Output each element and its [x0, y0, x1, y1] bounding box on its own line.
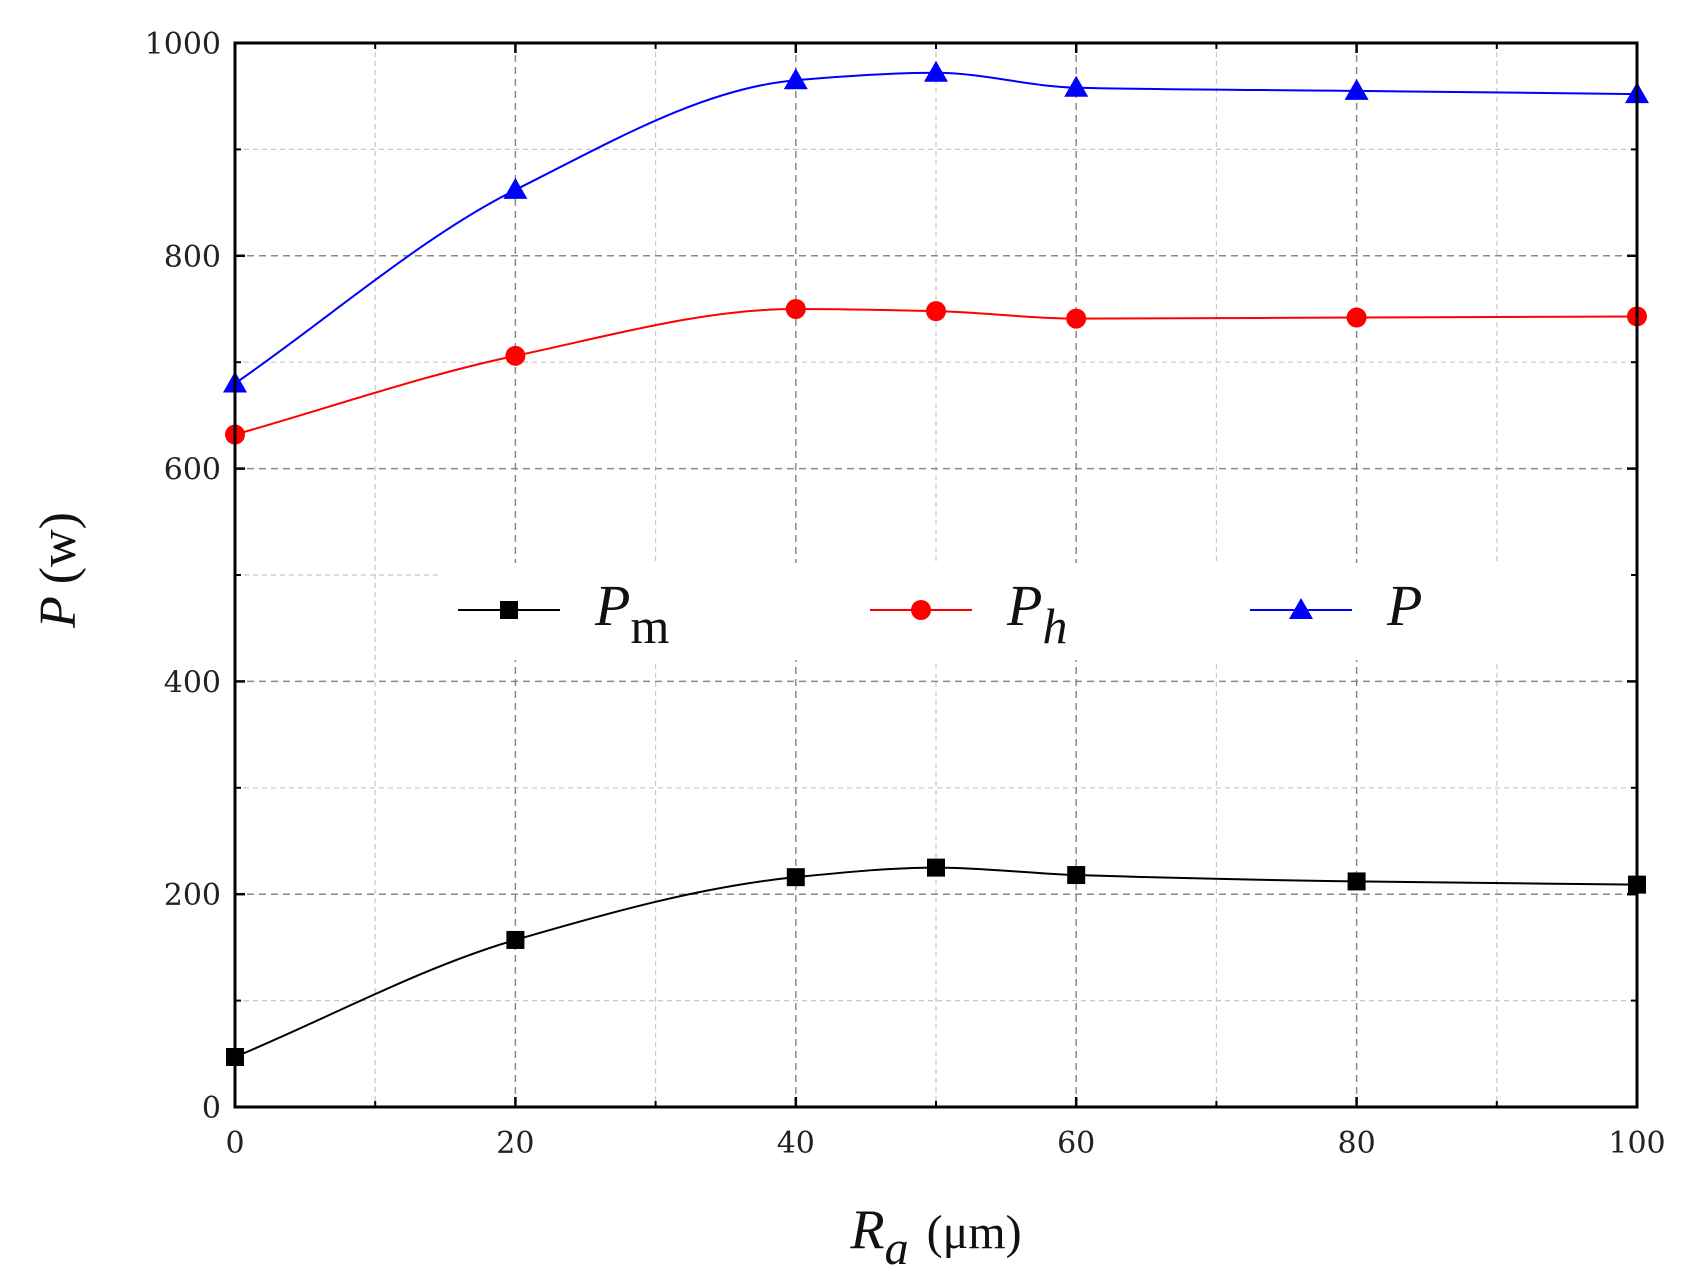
x-tick-label: 80 [1338, 1126, 1376, 1161]
x-tick-label: 60 [1057, 1126, 1095, 1161]
data-point-P_m-20 [506, 930, 525, 949]
data-point-P_h-40 [785, 299, 806, 319]
data-point-P_m-80 [1347, 872, 1366, 891]
data-point-P-80 [1344, 78, 1369, 100]
legend-marker-P_h [911, 600, 931, 620]
legend-marker-P [1289, 598, 1313, 619]
data-point-P_m-50 [927, 858, 945, 877]
series-P_h [225, 299, 1647, 445]
data-point-P_h-80 [1346, 307, 1367, 328]
x-tick-label: 20 [496, 1126, 534, 1161]
data-point-P-40 [783, 68, 808, 90]
x-tick-label: 100 [1608, 1126, 1665, 1161]
x-axis-title: Ra (μm) [849, 1199, 1021, 1269]
legend-item-P: P [1250, 573, 1422, 638]
legend-item-P_h: Ph [870, 573, 1067, 654]
legend-label-P_m: Pm [594, 573, 669, 654]
legend-background [440, 563, 1640, 660]
y-tick-label: 400 [164, 665, 221, 700]
y-axis-title: P(w) [30, 512, 87, 629]
data-point-P_m-60 [1067, 866, 1086, 885]
y-tick-label: 800 [164, 240, 221, 275]
y-tick-label: 1000 [145, 27, 221, 62]
data-point-P-20 [503, 177, 528, 199]
data-point-P_h-20 [505, 345, 526, 366]
data-point-P_h-60 [1066, 308, 1087, 329]
legend-item-P_m: Pm [458, 573, 669, 654]
y-tick-label: 0 [202, 1091, 221, 1126]
legend-label-P: P [1386, 573, 1422, 638]
axis-titles: Ra (μm) P(w) [30, 512, 1022, 1269]
x-tick-label: 40 [777, 1126, 815, 1161]
y-tick-label: 600 [164, 453, 221, 488]
data-point-P_m-40 [786, 868, 805, 887]
data-point-P-50 [924, 60, 948, 82]
y-tick-label: 200 [164, 878, 221, 913]
legend: Pm Ph P [440, 563, 1640, 660]
legend-marker-P_m [500, 601, 518, 619]
legend-label-P_h: Ph [1006, 573, 1067, 654]
series-P [223, 60, 1649, 393]
data-point-P-60 [1064, 75, 1089, 97]
x-tick-label: 0 [225, 1126, 244, 1161]
data-point-P_h-50 [926, 301, 946, 322]
